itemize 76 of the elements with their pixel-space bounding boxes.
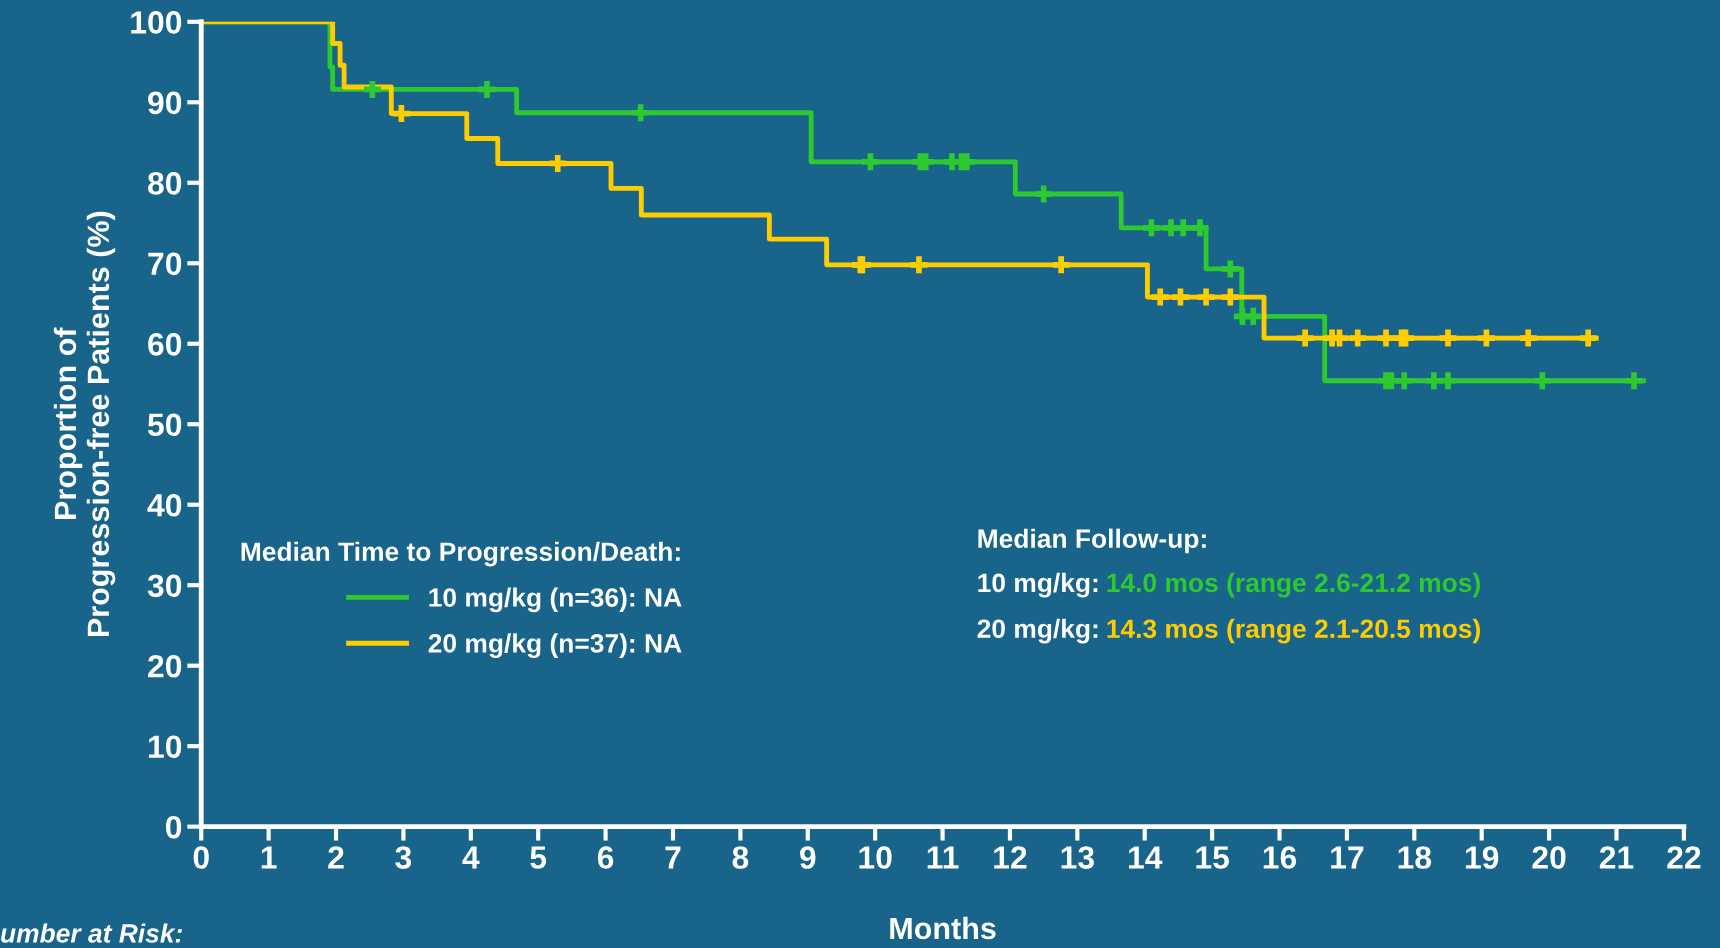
y-tick-label: 100 — [131, 11, 182, 34]
x-tick-label: 22 — [1667, 846, 1701, 869]
point — [1151, 288, 1169, 306]
point — [1397, 329, 1415, 347]
point — [1174, 219, 1192, 237]
annotation: 10 mg/kg: — [978, 572, 1098, 598]
point — [1197, 288, 1215, 306]
x-tick-label: 21 — [1599, 846, 1634, 869]
point — [1533, 372, 1551, 390]
x-tick-label: 11 — [927, 846, 959, 869]
point — [1244, 307, 1262, 325]
y-tick-label: 20 — [148, 654, 182, 678]
x-tick-label: 10 — [859, 846, 892, 869]
y-tick-label: 30 — [147, 574, 182, 598]
x-tick-label: 4 — [462, 846, 480, 869]
x-tick-label: 19 — [1465, 846, 1499, 869]
annotation: Median Follow-up: — [978, 528, 1206, 554]
point — [1221, 288, 1239, 306]
x-tick-label: 16 — [1263, 846, 1297, 869]
legend-label: 10 mg/kg (n=36): NA — [429, 587, 682, 613]
point — [1477, 329, 1495, 347]
x-tick-label: 9 — [800, 846, 816, 869]
x-tick-label: 8 — [732, 846, 749, 869]
x-tick-label: 5 — [530, 846, 547, 869]
x-tick-label: 12 — [994, 846, 1027, 869]
point — [1171, 288, 1189, 306]
point — [1519, 329, 1537, 347]
y-tick-label: 70 — [148, 252, 182, 276]
x-tick-label: 13 — [1061, 846, 1094, 869]
point — [1579, 329, 1597, 347]
point — [1395, 372, 1413, 390]
y-tick-label: 60 — [148, 333, 182, 356]
x-tick-label: 6 — [597, 846, 614, 869]
point — [392, 105, 410, 123]
x-tick-label: 14 — [1128, 846, 1163, 869]
point — [1221, 260, 1239, 278]
y-tick-label: 10 — [148, 735, 182, 759]
y-tick-label: 80 — [147, 172, 182, 195]
x-tick-label: 3 — [395, 846, 412, 869]
point — [1439, 329, 1457, 347]
x-tick-label: 7 — [665, 846, 681, 869]
x-tick-label: 2 — [328, 846, 344, 869]
point — [1625, 372, 1643, 390]
y-tick-label: 50 — [147, 413, 182, 437]
annotation: 14.0 mos (range 2.6-21.2 mos) — [1107, 572, 1480, 598]
point — [478, 80, 496, 98]
point — [1439, 372, 1457, 390]
point — [1349, 329, 1367, 347]
point — [1142, 219, 1160, 237]
x-tick-label: 20 — [1532, 846, 1566, 869]
y-tick-label: 0 — [165, 815, 182, 839]
point — [363, 80, 381, 98]
point — [632, 104, 650, 122]
legend-title: Median Time to Progression/Death: — [241, 541, 680, 567]
x-tick-label: 15 — [1196, 846, 1230, 869]
text: umber at Risk: — [1, 923, 182, 943]
x-tick-label: 17 — [1331, 846, 1364, 869]
y-tick-label: 40 — [147, 493, 182, 517]
y-tick-label: 90 — [148, 91, 182, 115]
legend-label: 20 mg/kg (n=37): NA — [428, 633, 682, 659]
x-axis-title: Months — [890, 916, 996, 940]
point — [1052, 256, 1070, 274]
point — [549, 154, 567, 172]
point — [1377, 329, 1395, 347]
point — [861, 153, 879, 171]
x-tick-label: 18 — [1398, 846, 1432, 869]
point — [910, 256, 928, 274]
x-tick-label: 0 — [193, 846, 209, 869]
point — [1191, 219, 1209, 237]
annotation: 20 mg/kg: — [977, 618, 1098, 644]
y-axis-title: Proportion of Progression-free Patients (%) — [53, 211, 116, 637]
x-tick-label: 1 — [261, 846, 277, 869]
point — [1035, 185, 1053, 203]
point — [1425, 372, 1443, 390]
point — [1296, 329, 1314, 347]
annotation: 14.3 mos (range 2.1-20.5 mos) — [1107, 618, 1480, 644]
